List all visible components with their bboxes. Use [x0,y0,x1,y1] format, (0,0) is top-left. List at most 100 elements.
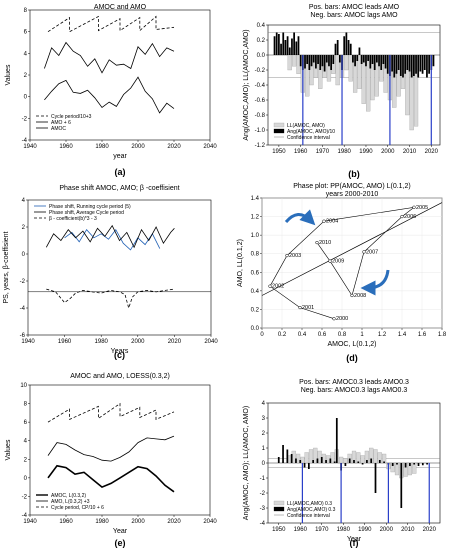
data-point [315,240,319,245]
data-point [268,284,272,288]
bar-ang [415,55,417,74]
series-line [64,228,161,251]
y-tick-label: 0.2 [251,307,260,313]
bar-ang [391,463,394,466]
x-tick-label: 2010 [403,149,417,155]
bar-ang [396,463,398,465]
bar-ang [374,463,377,493]
data-point [350,293,354,298]
y-tick-label: -4 [20,306,26,312]
x-tick-label: 1.8 [438,332,447,338]
point-label: 2001 [302,305,314,311]
rotation-arrow-icon [284,209,316,226]
y-tick-label: 0.0 [251,326,260,332]
chart-panel-a: AMOC and AMO year Values (a) 1940 1960 1980 200… [5,4,217,177]
bar-ang [360,55,363,64]
bar-ang [373,55,376,70]
bar-ang [421,463,424,466]
x-tick-label: 1.4 [398,332,407,338]
chart-panel-c: Phase shift AMOC, AMO; β -coeffisient Yea… [3,185,218,360]
bar-ang [417,463,420,466]
bar-ang [386,55,389,74]
legend-swatch [273,506,285,512]
bar-ang [370,458,373,463]
y-tick-label: -6 [20,333,26,339]
bar-ang [353,460,355,463]
point-label: 2004 [326,219,338,225]
bar-ang [384,55,387,69]
x-tick-label: 1940 [23,519,37,525]
bar-ang [404,463,407,468]
bar-ang [303,463,306,468]
bar-ang [304,55,306,69]
bar-ang [400,463,403,508]
y-tick-label: 1.4 [251,196,260,202]
legend-label: Confidence interval [287,513,330,519]
x-axis-label: Year [347,536,362,543]
x-tick-label: 2040 [203,144,217,150]
bar-ang [288,47,291,55]
bar-ll [412,462,417,474]
bar-ll [343,458,348,464]
x-tick-label: 2020 [425,149,439,155]
point-label: 2000 [336,316,348,322]
bar-ang [348,458,351,463]
y-tick-label: 0 [262,461,266,467]
y-tick-label: -1.0 [255,128,266,134]
y-tick-label: 1.0 [251,233,260,239]
bar-ang [293,32,295,55]
bar-ang [399,55,402,76]
bar-ll [292,54,297,67]
bar-ang [366,460,368,463]
bar-ang [375,55,378,63]
y-tick-label: 0.8 [251,252,260,258]
bar-ll [330,452,335,464]
y-tick-label: -3 [260,506,266,512]
bar-ang [273,36,276,55]
x-tick-label: 1980 [95,339,109,345]
y-axis-label: Values [5,64,12,85]
trend-line [261,202,443,296]
x-tick-label: 1960 [59,144,73,150]
legend-label: Cycle period, CP/10 + 6 [51,505,104,511]
x-tick-label: 1970 [315,527,329,533]
y-tick-label: 4 [24,439,28,445]
bar-ang [295,458,297,463]
y-tick-label: 4 [22,198,26,204]
x-tick-label: 2010 [401,527,415,533]
bar-ang [391,55,393,72]
x-tick-label: 2000 [131,144,145,150]
bar-ang [419,55,422,72]
bar-ang [291,38,293,55]
panel-label: (c) [114,350,125,360]
panel-label: (f) [350,538,359,548]
y-tick-label: 0.6 [251,270,260,276]
x-tick-label: 1.6 [418,332,427,338]
y-tick-label: -4 [260,521,266,527]
bar-ang [330,55,333,70]
y-tick-label: -1.2 [255,143,266,149]
bar-ang [432,55,435,67]
x-tick-label: 2000 [131,339,145,345]
bar-ang [352,55,354,63]
bar-ang [393,55,396,78]
point-label: 2006 [404,214,416,220]
data-point [400,214,404,219]
data-point [332,317,336,321]
legend-label: Phase shift, Average Cycle period [49,210,124,216]
x-tick-label: 2020 [167,519,181,525]
y-tick-label: 0 [22,252,26,258]
legend-label: β - coefficient(b)*3 - 3 [49,216,97,222]
legend-label: Phase shift, Running cycle period (5) [49,204,131,210]
point-label: 2010 [319,240,331,246]
chart-title: Pos. bars: AMOC leads AMO [309,4,400,11]
bar-ang [315,55,317,69]
y-tick-label: -1 [260,476,266,482]
bar-ang [369,55,372,69]
legend-label: AMOC, L(0.3,2) [51,493,86,499]
x-tick-label: 1950 [272,149,286,155]
bar-ang [299,55,302,67]
